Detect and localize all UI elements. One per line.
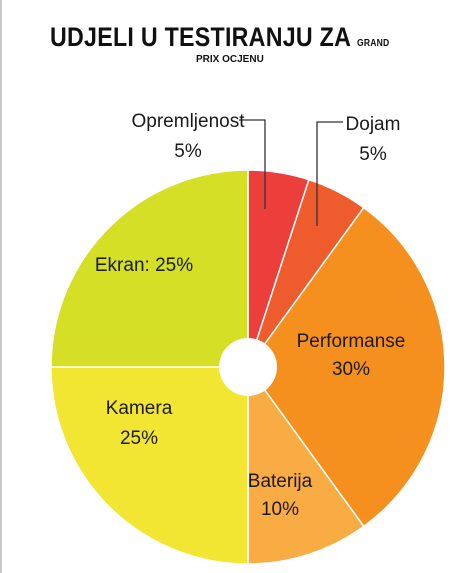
slice-label-ekran: Ekran: 25% — [95, 255, 193, 276]
chart-title: UDJELI U TESTIRANJU ZA GRAND — [50, 22, 389, 53]
pie-labels: Opremljenost 5% Dojam 5% Performanse 30% Bater… — [95, 111, 406, 520]
pie-slices — [50, 169, 446, 565]
chart-title-main: UDJELI U TESTIRANJU ZA — [50, 22, 351, 52]
pie-slice-performanse — [247, 206, 446, 528]
label-leader-lines — [239, 119, 343, 226]
pie-slice-baterija — [247, 364, 365, 565]
leader-line-opremljenost — [239, 119, 266, 209]
pie-slice-ekran — [50, 169, 249, 368]
leader-line-dojam — [316, 121, 343, 226]
slice-label-opremljenost: Opremljenost — [132, 111, 246, 132]
slice-value-opremljenost: 5% — [174, 141, 202, 162]
chart-subtitle: PRIX OCJENU — [196, 54, 264, 65]
pie-slice-kamera — [50, 366, 249, 565]
slice-label-performanse: Performanse — [297, 331, 406, 352]
slice-value-baterija: 10% — [261, 499, 299, 520]
slice-label-dojam: Dojam — [346, 114, 401, 135]
slice-value-dojam: 5% — [359, 144, 387, 165]
pie-center-hole — [219, 338, 277, 396]
slice-label-kamera: Kamera — [106, 398, 173, 419]
slice-value-kamera: 25% — [120, 428, 158, 449]
chart-title-tail: GRAND — [356, 38, 390, 49]
slice-value-performanse: 30% — [332, 359, 370, 380]
left-border-line — [0, 0, 2, 573]
slice-label-baterija: Baterija — [248, 471, 313, 492]
